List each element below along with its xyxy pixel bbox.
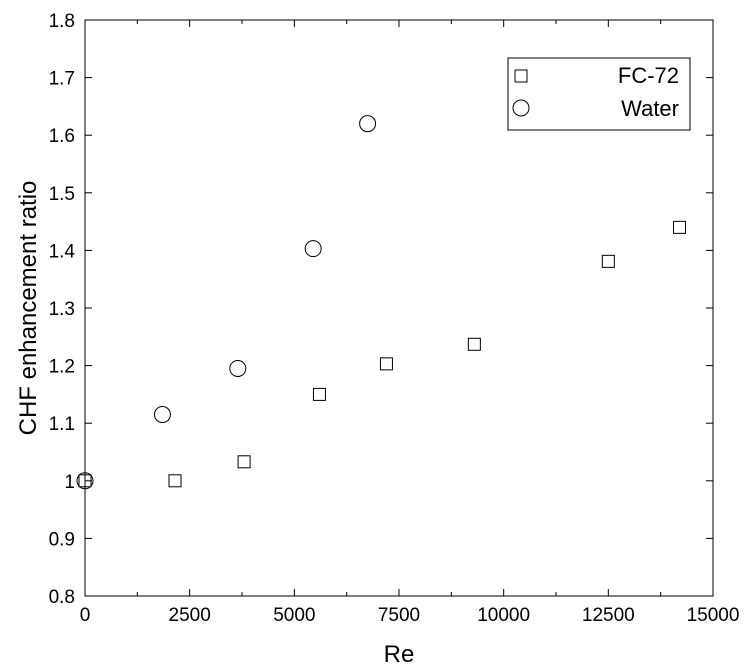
ticks-layer: 0 2500 5000 7500 10000 12500 15000 0.8 0.9 1 1.1 1.… (49, 11, 740, 626)
fc72-point (168, 474, 182, 488)
fc72-point (237, 455, 251, 469)
y-tick-label: 1.8 (49, 11, 75, 32)
fc72-point (312, 387, 326, 401)
legend-square-marker (514, 69, 528, 83)
y-tick-label: 1.6 (49, 126, 75, 147)
x-axis-title: Re (384, 641, 415, 668)
y-tick-label: 1.2 (49, 357, 75, 378)
y-tick-label: 1.1 (49, 414, 75, 435)
legend-label-water: Water (621, 96, 679, 121)
x-tick-label: 0 (80, 605, 91, 626)
x-tick-label: 5000 (273, 605, 315, 626)
x-tick-label: 12500 (582, 605, 635, 626)
x-tick-label: 7500 (378, 605, 420, 626)
fc72-point (601, 254, 615, 268)
fc72-point (379, 357, 393, 371)
y-tick-label: 0.9 (49, 529, 75, 550)
y-tick-label: 1.7 (49, 69, 75, 90)
x-tick-label: 15000 (687, 605, 740, 626)
fc72-point (467, 337, 481, 351)
y-tick-label: 1.4 (49, 241, 76, 262)
water-point (359, 115, 377, 133)
legend-box (507, 57, 691, 131)
x-tick-label: 2500 (169, 605, 211, 626)
water-point (304, 240, 322, 258)
x-tick-label: 10000 (477, 605, 530, 626)
y-tick-label: 1.5 (49, 184, 75, 205)
legend: FC-72 Water (507, 57, 691, 131)
y-tick-label: 1.3 (49, 299, 75, 320)
points-layer (76, 115, 687, 490)
legend-label-fc72: FC-72 (618, 63, 679, 88)
water-point (229, 359, 247, 377)
water-point (153, 406, 171, 424)
legend-circle-marker (512, 99, 530, 117)
plot-frame (84, 19, 714, 597)
y-tick-label: 0.8 (49, 587, 75, 608)
y-axis-title: CHF enhancement ratio (15, 181, 42, 436)
y-tick-label: 1 (64, 472, 75, 493)
fc72-point (673, 220, 687, 234)
